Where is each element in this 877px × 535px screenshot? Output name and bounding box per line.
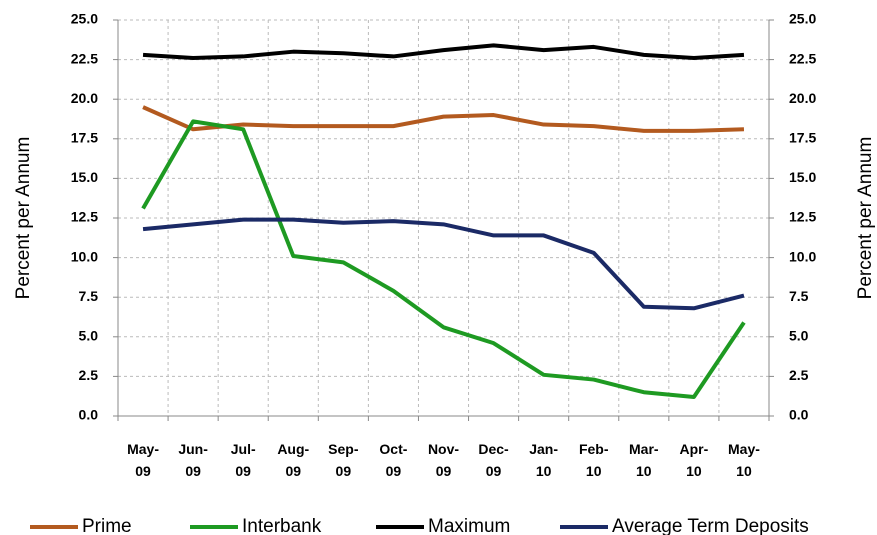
y2-tick-label: 7.5 <box>789 288 809 304</box>
y-tick-label: 2.5 <box>79 367 99 383</box>
y2-axis-label: Percent per Annum <box>855 137 876 300</box>
y2-tick-label: 0.0 <box>789 407 809 423</box>
y2-tick-label: 25.0 <box>789 11 816 27</box>
y2-tick-label: 20.0 <box>789 90 816 106</box>
x-tick-label: Jan-10 <box>529 441 559 479</box>
y2-tick-label: 22.5 <box>789 50 816 66</box>
x-tick-label-box: Jun-09 <box>178 441 208 479</box>
y2-tick-label: 17.5 <box>789 130 816 146</box>
x-tick-label-box: Oct-09 <box>379 441 408 479</box>
x-tick-label: Nov-09 <box>427 441 460 479</box>
y-tick-label: 25.0 <box>71 11 98 27</box>
x-tick-label: Feb-10 <box>578 441 609 479</box>
x-tick-label-box: Aug-09 <box>277 441 310 479</box>
y2-tick-label: 5.0 <box>789 328 809 344</box>
x-tick-label-box: Apr-10 <box>679 441 709 479</box>
x-tick-label-box: May-09 <box>127 441 159 479</box>
series-line <box>142 43 745 61</box>
x-tick-label: Jun-09 <box>178 441 208 479</box>
x-tick-label-box: Mar-10 <box>629 441 659 479</box>
legend-label: Average Term Deposits <box>612 516 809 535</box>
x-tick-label: May-10 <box>728 441 760 479</box>
y-tick-label: 17.5 <box>71 130 98 146</box>
x-tick-label: Jul-09 <box>230 441 256 479</box>
y-tick-label: 12.5 <box>71 209 98 225</box>
x-tick-label: Dec-09 <box>478 441 509 479</box>
x-tick-label-box: May-10 <box>728 441 760 479</box>
y2-tick-label: 2.5 <box>789 367 809 383</box>
y-axis-label: Percent per Annum <box>13 137 34 300</box>
x-tick-label-box: Jul-09 <box>230 441 256 479</box>
x-tick-label: Apr-10 <box>679 441 709 479</box>
series-line <box>142 105 745 133</box>
y-tick-label: 7.5 <box>79 288 99 304</box>
y-tick-label: 22.5 <box>71 50 98 66</box>
x-tick-label-box: Jan-10 <box>529 441 559 479</box>
x-tick-label-box: Nov-09 <box>427 441 460 479</box>
y-tick-label: 10.0 <box>71 248 98 264</box>
x-tick-label-box: Feb-10 <box>578 441 609 479</box>
y-tick-label: 20.0 <box>71 90 98 106</box>
legend-label: Interbank <box>242 516 322 535</box>
x-tick-label: Oct-09 <box>379 441 408 479</box>
y-tick-label: 0.0 <box>79 407 99 423</box>
series-line <box>141 119 746 399</box>
x-tick-label: Mar-10 <box>629 441 659 479</box>
x-tick-label: Sep-09 <box>328 441 359 479</box>
x-tick-label: May-09 <box>127 441 159 479</box>
y2-tick-label: 10.0 <box>789 248 816 264</box>
y2-tick-label: 12.5 <box>789 209 816 225</box>
legend-label: Maximum <box>428 516 510 535</box>
x-tick-label-box: Sep-09 <box>328 441 359 479</box>
x-tick-label: Aug-09 <box>277 441 310 479</box>
y-tick-label: 5.0 <box>79 328 99 344</box>
legend-label: Prime <box>82 516 132 535</box>
y2-tick-label: 15.0 <box>789 169 816 185</box>
x-tick-label-box: Dec-09 <box>478 441 509 479</box>
series-line <box>142 217 745 311</box>
y-tick-label: 15.0 <box>71 169 98 185</box>
